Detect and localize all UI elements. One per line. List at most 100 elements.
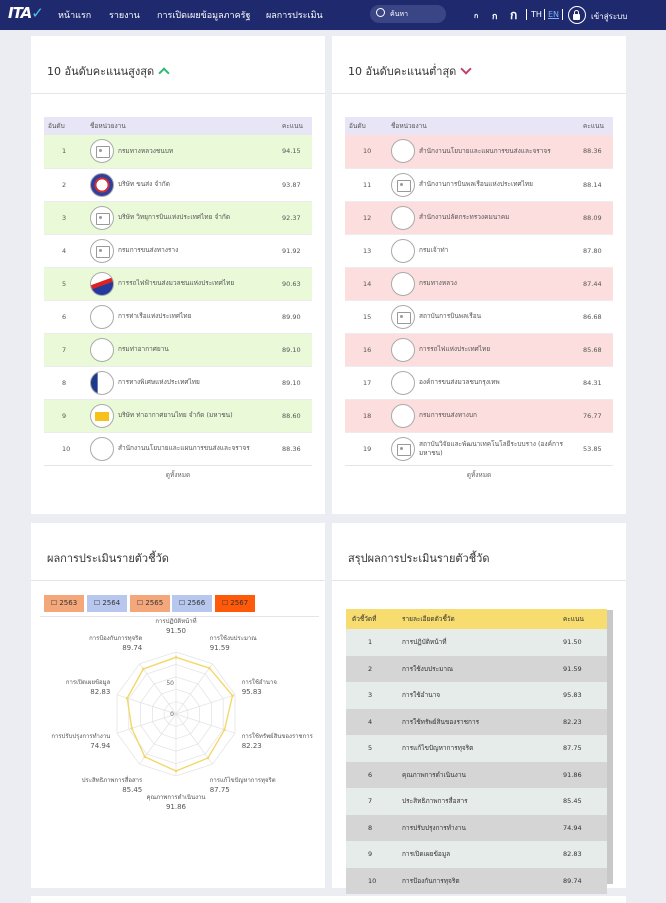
row-agency: สำนักงานการบินพลเรือนแห่งประเทศไทย [387,168,579,202]
row-agency: กรมการขนส่งทางบก [387,399,579,433]
row-name: สำนักงานการบินพลเรือนแห่งประเทศไทย [419,180,533,188]
table-row[interactable]: 2 บริษัท ขนส่ง จำกัด 93.87 [44,168,312,202]
nav-results[interactable]: ผลการประเมิน [266,11,323,21]
row-score: 89.90 [278,300,312,334]
nav-reports[interactable]: รายงาน [109,11,140,21]
row-score: 85.45 [557,788,607,815]
chevron-up-icon [158,67,170,79]
row-detail: ประสิทธิภาพการสื่อสาร [396,788,557,815]
chevron-down-icon [460,63,472,75]
col-rank: อันดับ [345,117,387,135]
summary-row: 4 การใช้ทรัพย์สินของราชการ 82.23 [346,708,607,735]
row-rank: 13 [345,234,387,268]
divider [31,93,325,94]
row-score: 90.63 [278,267,312,301]
top10-see-all[interactable]: ดูทั้งหมด [44,465,312,485]
table-row[interactable]: 4 กรมการขนส่งทางราง 91.92 [44,234,312,268]
row-agency: บริษัท ท่าอากาศยานไทย จำกัด (มหาชน) [86,399,278,433]
row-no: 8 [346,814,396,841]
row-agency: สำนักงานนโยบายและแผนการขนส่งและจราจร [387,135,579,169]
lock-icon[interactable] [568,6,586,24]
row-rank: 2 [44,168,86,202]
table-row[interactable]: 5 การรถไฟฟ้าขนส่งมวลชนแห่งประเทศไทย 90.63 [44,267,312,301]
table-row[interactable]: 14 กรมทางหลวง 87.44 [345,267,613,301]
font-size-large[interactable]: ก [510,8,518,22]
table-row[interactable]: 17 องค์การขนส่งมวลชนกรุงเทพ 84.31 [345,366,613,400]
summary-row: 10 การป้องกันการทุจริต 89.74 [346,867,607,894]
row-rank: 5 [44,267,86,301]
agency-logo [90,304,114,329]
summary-row: 6 คุณภาพการดำเนินงาน 91.86 [346,761,607,788]
table-row[interactable]: 18 กรมการขนส่งทางบก 76.77 [345,399,613,433]
summary-table: ตัวชี้วัดที่ รายละเอียดตัวชี้วัด คะแนน 1… [346,609,607,894]
year-button-2567[interactable]: ☐ 2567 [215,595,255,612]
row-agency: กรมการขนส่งทางราง [86,234,278,268]
divider [526,9,527,20]
lang-en[interactable]: EN [548,10,560,19]
table-row[interactable]: 3 บริษัท วิทยุการบินแห่งประเทศไทย จำกัด 92… [44,201,312,235]
row-score: 92.37 [278,201,312,235]
row-detail: การปรับปรุงการทำงาน [396,814,557,841]
row-name: การรถไฟฟ้าขนส่งมวลชนแห่งประเทศไทย [118,279,235,287]
row-score: 91.59 [557,655,607,682]
row-rank: 10 [44,432,86,466]
summary-row: 5 การแก้ไขปัญหาการทุจริต 87.75 [346,735,607,762]
col-score: คะแนน [278,117,312,135]
year-button-2565[interactable]: ☐ 2565 [130,595,170,612]
table-row[interactable]: 12 สำนักงานปลัดกระทรวงคมนาคม 88.09 [345,201,613,235]
col-no: ตัวชี้วัดที่ [346,609,396,629]
radar-title: ผลการประเมินรายตัวชี้วัด [47,552,169,565]
table-row[interactable]: 10 สำนักงานนโยบายและแผนการขนส่งและจราจร 88… [44,432,312,466]
font-size-medium[interactable]: ก [492,12,498,22]
table-row[interactable]: 13 กรมเจ้าท่า 87.80 [345,234,613,268]
divider [31,580,325,581]
row-name: สำนักงานนโยบายและแผนการขนส่งและจราจร [419,146,551,155]
agency-logo [391,271,415,296]
row-name: กรมการขนส่งทางบก [419,411,477,419]
year-button-2563[interactable]: ☐ 2563 [44,595,84,612]
summary-title: สรุปผลการประเมินรายตัวชี้วัด [348,552,490,565]
table-row[interactable]: 19 สถาบันวิจัยและพัฒนาเทคโนโลยีระบบราง (อ… [345,432,613,466]
row-rank: 8 [44,366,86,400]
summary-row: 7 ประสิทธิภาพการสื่อสาร 85.45 [346,788,607,815]
row-no: 2 [346,655,396,682]
col-rank: อันดับ [44,117,86,135]
table-row[interactable]: 10 สำนักงานนโยบายและแผนการขนส่งและจราจร 88… [345,135,613,169]
table-row[interactable]: 6 การท่าเรือแห่งประเทศไทย 89.90 [44,300,312,334]
nav-home[interactable]: หน้าแรก [58,11,92,21]
search-box[interactable]: ค้นหา [370,5,446,23]
table-row[interactable]: 7 กรมท่าอากาศยาน 89.10 [44,333,312,367]
table-row[interactable]: 16 การรถไฟแห่งประเทศไทย 85.68 [345,333,613,367]
row-rank: 17 [345,366,387,400]
row-score: 88.60 [278,399,312,433]
agency-logo [391,436,415,461]
row-agency: การรถไฟฟ้าขนส่งมวลชนแห่งประเทศไทย [86,267,278,301]
row-score: 84.31 [579,366,613,400]
agency-logo [391,238,415,263]
row-name: กรมเจ้าท่า [419,246,449,254]
top10-title: 10 อันดับคะแนนสูงสุด [47,62,170,80]
row-score: 91.92 [278,234,312,268]
row-rank: 14 [345,267,387,301]
lang-th[interactable]: TH [531,10,542,19]
scrollbar[interactable] [607,610,613,884]
font-size-small[interactable]: ก [474,12,479,20]
table-row[interactable]: 8 การทางพิเศษแห่งประเทศไทย 89.10 [44,366,312,400]
row-rank: 7 [44,333,86,367]
table-row[interactable]: 1 กรมทางหลวงชนบท 94.15 [44,135,312,169]
table-row[interactable]: 9 บริษัท ท่าอากาศยานไทย จำกัด (มหาชน) 88.6… [44,399,312,433]
table-row[interactable]: 11 สำนักงานการบินพลเรือนแห่งประเทศไทย 88.1… [345,168,613,202]
year-button-2564[interactable]: ☐ 2564 [87,595,127,612]
year-button-2566[interactable]: ☐ 2566 [172,595,212,612]
row-score: 88.09 [579,201,613,235]
row-score: 95.83 [557,682,607,709]
agency-logo [90,238,114,263]
bottom10-see-all[interactable]: ดูทั้งหมด [345,465,613,485]
row-agency: การรถไฟแห่งประเทศไทย [387,333,579,367]
next-card [31,896,626,903]
nav-public-disclosure[interactable]: การเปิดเผยข้อมูลภาครัฐ [157,11,251,21]
row-no: 10 [346,867,396,894]
login-link[interactable]: เข้าสู่ระบบ [591,12,628,21]
ita-logo[interactable]: ITA✓ [8,4,44,22]
table-row[interactable]: 15 สถาบันการบินพลเรือน 86.68 [345,300,613,334]
